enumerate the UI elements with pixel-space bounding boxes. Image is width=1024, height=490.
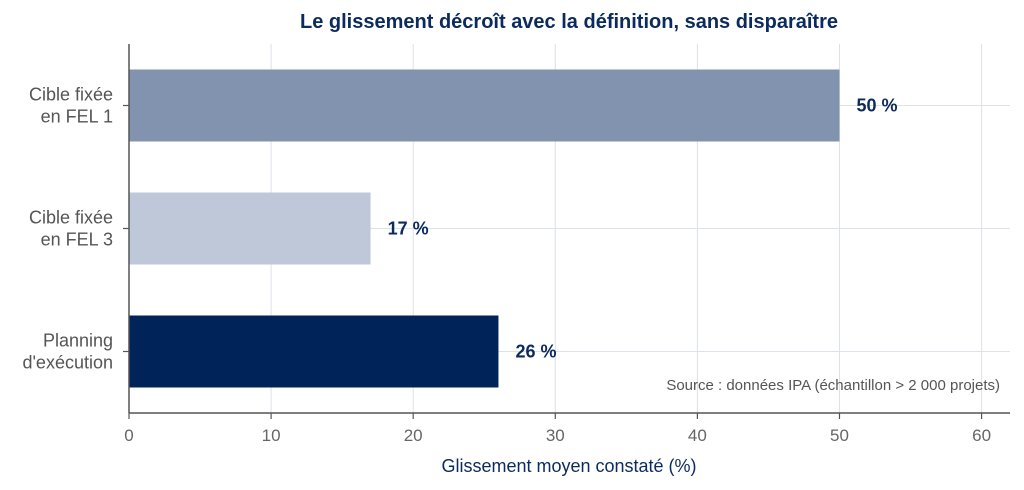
x-tick-label-60: 60 <box>972 426 991 445</box>
x-tick-label-0: 0 <box>124 426 133 445</box>
data-label-3: 26 % <box>515 342 556 362</box>
x-tick-label-20: 20 <box>404 426 423 445</box>
category-label-2-line-2: en FEL 3 <box>41 230 113 250</box>
data-labels: 50 % 17 % 26 % <box>388 96 898 362</box>
category-label-3-line-1: Planning <box>43 331 113 351</box>
x-axis-label: Glissement moyen constaté (%) <box>441 456 696 476</box>
category-label-3: Planning d'exécution <box>22 331 113 373</box>
category-label-1-line-1: Cible fixée <box>29 85 113 105</box>
x-tick-label-30: 30 <box>546 426 565 445</box>
category-label-3-line-2: d'exécution <box>22 353 113 373</box>
bar-1 <box>129 69 840 142</box>
bars <box>129 69 840 388</box>
x-tick-label-10: 10 <box>262 426 281 445</box>
category-label-1-line-2: en FEL 1 <box>41 107 113 127</box>
data-label-2: 17 % <box>388 219 429 239</box>
source-annotation: Source : données IPA (échantillon > 2 00… <box>666 377 1000 394</box>
data-label-1: 50 % <box>856 96 897 116</box>
category-label-2: Cible fixée en FEL 3 <box>29 208 113 250</box>
bar-3 <box>129 315 499 388</box>
category-label-2-line-1: Cible fixée <box>29 208 113 228</box>
category-label-1: Cible fixée en FEL 1 <box>29 85 113 127</box>
x-tick-label-40: 40 <box>688 426 707 445</box>
x-tick-label-50: 50 <box>830 426 849 445</box>
chart-title: Le glissement décroît avec la définition… <box>300 11 838 33</box>
bar-2 <box>129 192 371 265</box>
